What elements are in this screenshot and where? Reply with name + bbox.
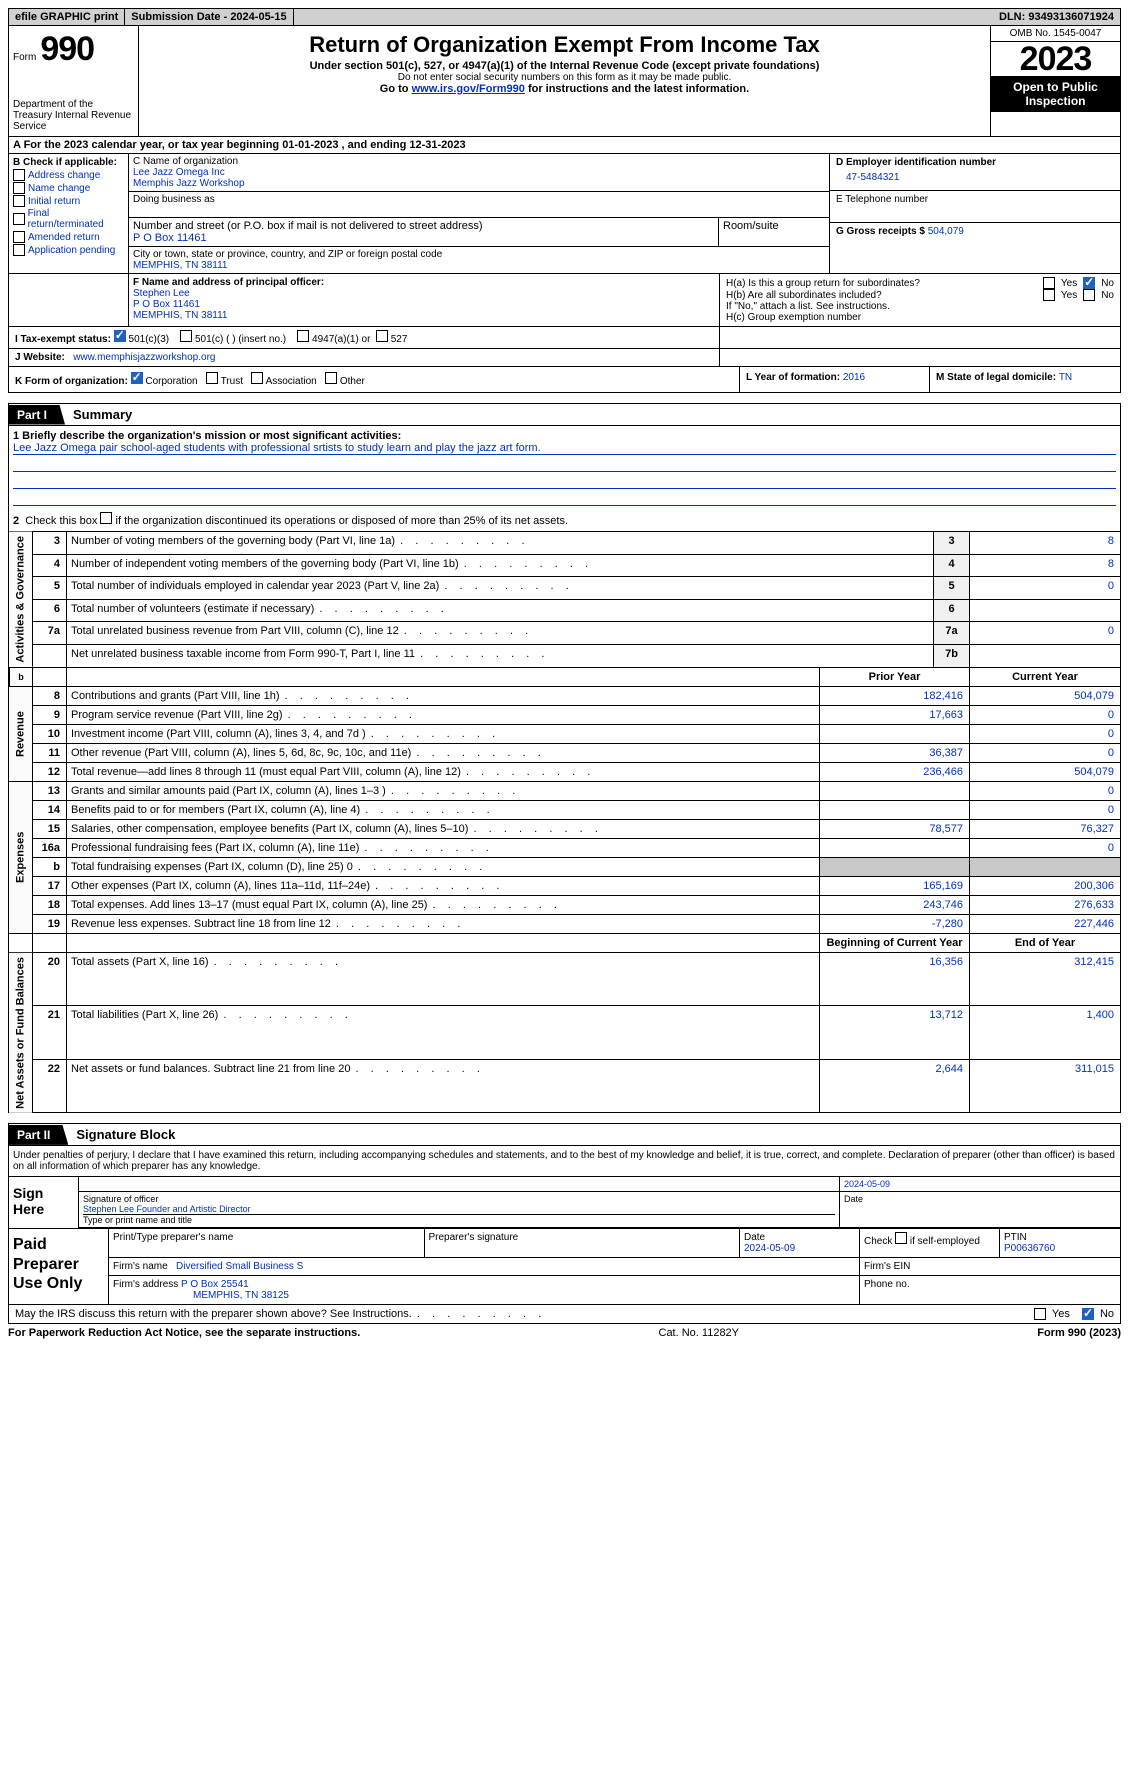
officer-name: Stephen Lee Founder and Artistic Directo… — [83, 1204, 835, 1215]
column-c: C Name of organization Lee Jazz Omega In… — [129, 154, 830, 273]
form-subtitle: Under section 501(c), 527, or 4947(a)(1)… — [149, 60, 980, 72]
501c3-checked — [114, 330, 126, 342]
tax-year: 2023 — [991, 42, 1120, 76]
part-1-header: Part I Summary — [8, 403, 1121, 426]
gross-receipts: 504,079 — [928, 226, 964, 237]
form-header: Form 990 Department of the Treasury Inte… — [8, 26, 1121, 137]
street-address: P O Box 11461 — [133, 232, 714, 244]
column-d: D Employer identification number 47-5484… — [830, 154, 1120, 273]
efile-label: efile GRAPHIC print — [9, 9, 125, 25]
cat-no: Cat. No. 11282Y — [659, 1327, 740, 1339]
part-2-header: Part II Signature Block — [8, 1123, 1121, 1146]
row-f-h: F Name and address of principal officer:… — [8, 274, 1121, 327]
sign-here-block: Sign Here 2024-05-09 Signature of office… — [8, 1177, 1121, 1229]
year-headers: b Prior Year Current Year — [8, 668, 1121, 687]
revenue-table: Revenue 8 Contributions and grants (Part… — [8, 687, 1121, 782]
header-center: Return of Organization Exempt From Incom… — [139, 26, 990, 136]
penalty-text: Under penalties of perjury, I declare th… — [8, 1146, 1121, 1177]
org-name-1: Lee Jazz Omega Inc — [133, 167, 825, 178]
check-address-change[interactable]: Address change — [13, 169, 124, 181]
principal-officer: F Name and address of principal officer:… — [129, 274, 720, 326]
mission-block: 1 Briefly describe the organization's mi… — [8, 426, 1121, 532]
mission-text: Lee Jazz Omega pair school-aged students… — [13, 442, 1116, 455]
info-grid: B Check if applicable: Address change Na… — [8, 154, 1121, 274]
department: Department of the Treasury Internal Reve… — [13, 99, 134, 132]
expenses-table: Expenses 13 Grants and similar amounts p… — [8, 782, 1121, 934]
form-number: Form 990 — [13, 30, 134, 69]
ein: 47-5484321 — [836, 168, 1114, 187]
check-initial-return[interactable]: Initial return — [13, 195, 124, 207]
form-ref: Form 990 (2023) — [1037, 1327, 1121, 1339]
row-j: J Website: www.memphisjazzworkshop.org — [8, 349, 1121, 367]
ptin: P00636760 — [1004, 1243, 1055, 1254]
top-bar: efile GRAPHIC print Submission Date - 20… — [8, 8, 1121, 26]
check-app-pending[interactable]: Application pending — [13, 244, 124, 256]
final-footer: For Paperwork Reduction Act Notice, see … — [8, 1324, 1121, 1342]
corp-checked — [131, 372, 143, 384]
irs-link[interactable]: www.irs.gov/Form990 — [412, 83, 525, 95]
governance-table: Activities & Governance 3 Number of voti… — [8, 532, 1121, 668]
netassets-table: Net Assets or Fund Balances 20 Total ass… — [8, 953, 1121, 1114]
discuss-row: May the IRS discuss this return with the… — [8, 1305, 1121, 1324]
website[interactable]: www.memphisjazzworkshop.org — [73, 352, 215, 363]
org-name-2: Memphis Jazz Workshop — [133, 178, 825, 189]
column-b: B Check if applicable: Address change Na… — [9, 154, 129, 273]
city-state-zip: MEMPHIS, TN 38111 — [133, 260, 825, 271]
ha-no-checked — [1083, 277, 1095, 289]
check-final-return[interactable]: Final return/terminated — [13, 208, 124, 230]
open-to-public: Open to Public Inspection — [991, 76, 1120, 112]
row-k: K Form of organization: Corporation Trus… — [8, 367, 1121, 393]
firm-name: Diversified Small Business S — [176, 1261, 303, 1272]
submission-date: Submission Date - 2024-05-15 — [125, 9, 293, 25]
net-headers: Beginning of Current Year End of Year — [8, 934, 1121, 953]
discuss-no-checked — [1082, 1308, 1094, 1320]
dln: DLN: 93493136071924 — [993, 9, 1120, 25]
form-title: Return of Organization Exempt From Incom… — [149, 32, 980, 58]
h-block: H(a) Is this a group return for subordin… — [720, 274, 1120, 326]
header-right: OMB No. 1545-0047 2023 Open to Public In… — [990, 26, 1120, 136]
header-left: Form 990 Department of the Treasury Inte… — [9, 26, 139, 136]
goto-line: Go to www.irs.gov/Form990 for instructio… — [149, 83, 980, 95]
check-amended[interactable]: Amended return — [13, 231, 124, 243]
section-a: A For the 2023 calendar year, or tax yea… — [8, 137, 1121, 154]
row-i: I Tax-exempt status: 501(c)(3) 501(c) ( … — [8, 327, 1121, 349]
ssn-note: Do not enter social security numbers on … — [149, 72, 980, 83]
check-name-change[interactable]: Name change — [13, 182, 124, 194]
paid-preparer-block: Paid Preparer Use Only Print/Type prepar… — [8, 1229, 1121, 1305]
sign-date: 2024-05-09 — [840, 1177, 1120, 1191]
